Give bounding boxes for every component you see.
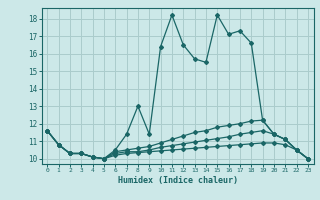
- X-axis label: Humidex (Indice chaleur): Humidex (Indice chaleur): [118, 176, 237, 185]
